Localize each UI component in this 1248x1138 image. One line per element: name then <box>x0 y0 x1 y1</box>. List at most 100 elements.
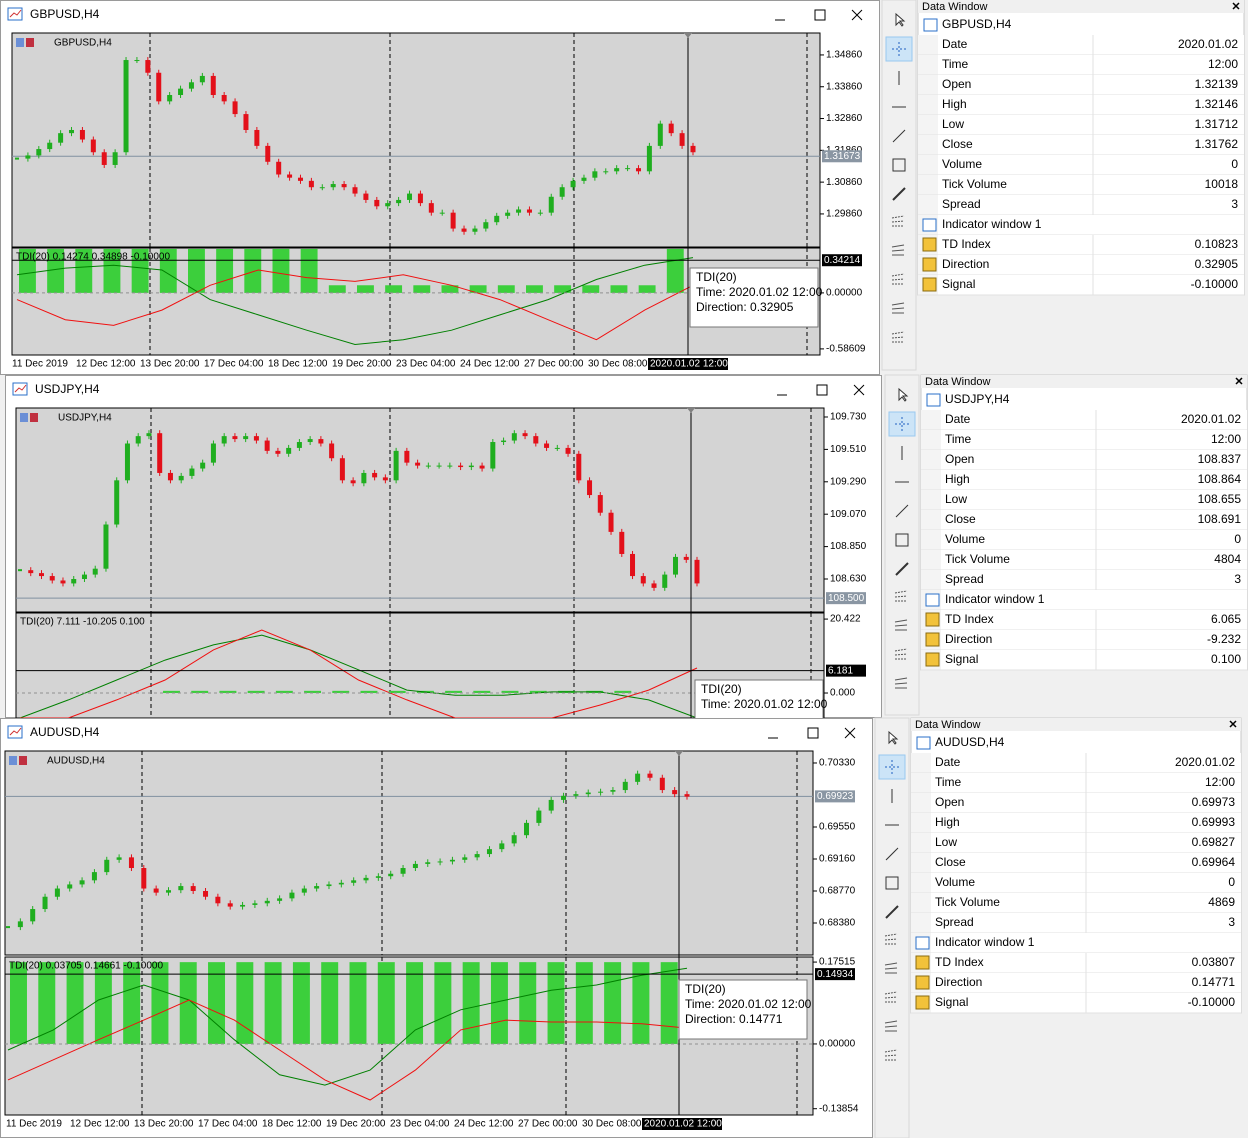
maximize-button[interactable] <box>816 384 828 396</box>
row-label: Date <box>935 755 961 769</box>
tool-button[interactable] <box>891 244 905 256</box>
row-value: 6.065 <box>1211 612 1241 626</box>
current-price-box <box>826 592 866 605</box>
candle-body <box>396 199 402 204</box>
chart-window: AUDUSD,H4 0.70330 0.69550 0.69160 0.68770 0.6… <box>0 718 873 1138</box>
tool-button[interactable] <box>895 12 906 27</box>
candle-body <box>145 60 151 73</box>
tool-button[interactable] <box>884 1049 898 1061</box>
price-tick-label: 109.290 <box>830 476 867 487</box>
tool-button[interactable] <box>895 562 909 576</box>
candle-body <box>91 872 97 881</box>
data-window-title: Data Window <box>925 376 990 388</box>
candle-body <box>67 884 73 889</box>
tool-icon <box>884 962 898 966</box>
row-bg <box>918 155 1244 175</box>
candle-body <box>524 822 530 836</box>
histogram-bar <box>275 690 293 694</box>
tool-button[interactable] <box>894 648 908 660</box>
close-button[interactable] <box>844 727 856 739</box>
signal-line-line <box>7 999 688 1101</box>
candle-body <box>598 791 604 793</box>
candle-body <box>221 95 227 102</box>
tool-button[interactable] <box>884 962 898 974</box>
candle-body <box>134 60 140 62</box>
tooltip <box>678 979 808 1040</box>
candles <box>18 430 700 591</box>
tool-button[interactable] <box>891 273 905 285</box>
tool-button[interactable] <box>884 1020 898 1032</box>
data-window-close[interactable] <box>1232 2 1240 10</box>
price-tick-label: 0.69160 <box>819 854 856 865</box>
maximize-button[interactable] <box>814 9 826 21</box>
candle-body <box>308 180 314 188</box>
row-label: Signal <box>935 995 968 1009</box>
data-window-symbol: USDJPY,H4 <box>945 392 1010 406</box>
candle-body <box>417 193 423 204</box>
histogram-bar <box>638 285 656 293</box>
time-label: 2020.01.02 12:00 <box>644 1119 722 1130</box>
tool-button[interactable] <box>885 905 899 919</box>
data-window-close[interactable] <box>1235 377 1243 385</box>
tool-button[interactable] <box>898 387 909 402</box>
candle-body <box>264 440 270 451</box>
tool-button[interactable] <box>885 847 899 861</box>
tool-icon <box>884 938 898 941</box>
histogram-bar <box>413 285 431 293</box>
candle-body <box>289 892 295 899</box>
tool-active[interactable] <box>885 36 913 62</box>
candle-body <box>499 843 505 850</box>
indicator <box>5 962 813 1101</box>
tool-active[interactable] <box>878 754 906 780</box>
maximize-button[interactable] <box>807 727 819 739</box>
candle-body <box>436 465 442 467</box>
row-gutter <box>921 450 941 470</box>
candle-body <box>610 790 616 792</box>
close-button[interactable] <box>851 9 863 21</box>
data-window-header <box>918 0 1244 13</box>
tool-button[interactable] <box>892 187 906 201</box>
tool-button[interactable] <box>884 991 898 1003</box>
candle-body <box>69 129 75 134</box>
tool-active[interactable] <box>888 411 916 437</box>
tool-button[interactable] <box>891 331 905 343</box>
candle-body <box>393 450 399 481</box>
row-gutter <box>921 410 941 430</box>
tool-button[interactable] <box>894 619 908 631</box>
price-tick-label: 0.70330 <box>819 758 856 769</box>
row-bg <box>921 530 1247 550</box>
row-value: 4804 <box>1214 552 1241 566</box>
histogram-bar <box>300 248 318 293</box>
tool-icon <box>884 967 898 970</box>
tool-button[interactable] <box>891 302 905 314</box>
tool-button[interactable] <box>892 129 906 143</box>
tool-button[interactable] <box>894 590 908 602</box>
candle-body <box>486 849 492 855</box>
tool-button[interactable] <box>884 933 898 945</box>
row-label: Spread <box>945 572 984 586</box>
tool-button[interactable] <box>894 677 908 689</box>
row-value: 0 <box>1234 532 1241 546</box>
candle-body <box>104 859 110 873</box>
row-bg <box>911 753 1241 773</box>
tool-button[interactable] <box>885 876 899 890</box>
tool-icon <box>895 533 909 547</box>
candle-body <box>232 436 238 440</box>
tool-button[interactable] <box>888 730 899 745</box>
cursor-time-box <box>648 358 728 370</box>
tool-button[interactable] <box>895 533 909 547</box>
tool-button[interactable] <box>892 158 906 172</box>
data-window-close[interactable] <box>1229 720 1237 728</box>
row-bg <box>911 993 1241 1013</box>
candle-body <box>254 129 260 146</box>
candle-body <box>483 222 489 229</box>
candle-body <box>385 203 391 207</box>
row-gutter <box>921 550 941 570</box>
row-bg <box>918 275 1244 295</box>
close-button[interactable] <box>853 384 865 396</box>
function-icon <box>915 995 930 1010</box>
tool-button[interactable] <box>891 215 905 227</box>
tool-button[interactable] <box>895 504 909 518</box>
row-gutter <box>918 35 938 55</box>
candle-body <box>468 465 474 468</box>
